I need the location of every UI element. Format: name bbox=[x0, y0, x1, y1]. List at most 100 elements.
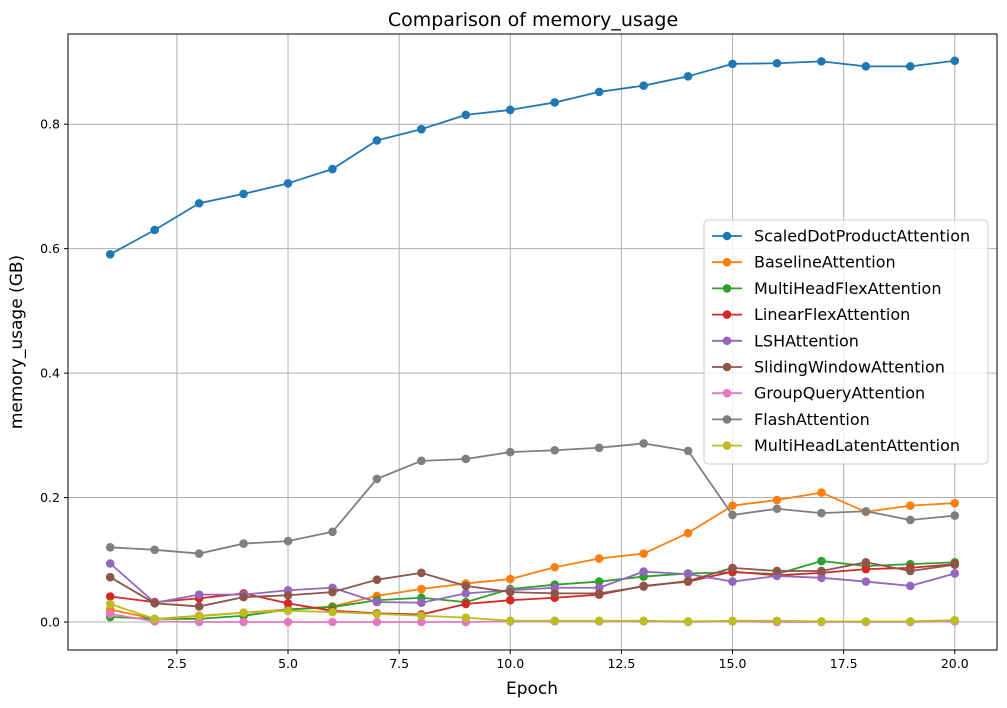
legend-label: LinearFlexAttention bbox=[754, 305, 910, 324]
data-point bbox=[950, 511, 960, 520]
data-point bbox=[239, 592, 248, 602]
data-point bbox=[950, 560, 960, 570]
data-point bbox=[417, 456, 426, 466]
series-line bbox=[110, 442, 955, 555]
data-point bbox=[906, 617, 915, 626]
chart-title: Comparison of memory_usage bbox=[388, 9, 678, 31]
legend-marker bbox=[722, 257, 732, 267]
data-point bbox=[950, 569, 960, 578]
data-point bbox=[817, 556, 826, 566]
data-point bbox=[105, 609, 115, 619]
legend-marker bbox=[722, 441, 732, 450]
legend: ScaledDotProductAttention BaselineAttenti… bbox=[703, 219, 989, 465]
legend-marker bbox=[722, 415, 732, 424]
data-point bbox=[194, 612, 204, 621]
data-point bbox=[105, 559, 115, 568]
data-point bbox=[372, 474, 382, 484]
legend-marker bbox=[722, 388, 732, 398]
data-point bbox=[683, 446, 693, 456]
data-point bbox=[239, 189, 248, 199]
data-point bbox=[728, 563, 737, 573]
data-point bbox=[417, 611, 426, 621]
data-point bbox=[817, 573, 826, 583]
x-tick-label: 2.5 bbox=[167, 656, 187, 671]
data-point bbox=[728, 59, 737, 69]
legend-item: GroupQueryAttention bbox=[712, 384, 925, 403]
data-point bbox=[417, 598, 426, 608]
legend-item: MultiHeadLatentAttention bbox=[712, 436, 960, 455]
series-line bbox=[109, 562, 956, 604]
data-point bbox=[417, 568, 426, 578]
data-point bbox=[861, 506, 871, 516]
data-point bbox=[861, 577, 871, 586]
series-line bbox=[109, 603, 955, 623]
data-point bbox=[861, 62, 871, 71]
data-point bbox=[550, 98, 560, 107]
data-point bbox=[550, 589, 560, 598]
data-point bbox=[505, 105, 515, 115]
legend-marker bbox=[722, 336, 732, 346]
data-point bbox=[328, 607, 337, 617]
data-point bbox=[683, 617, 693, 626]
y-axis-label: memory_usage (GB) bbox=[7, 255, 27, 429]
series-line bbox=[110, 563, 955, 616]
data-point bbox=[817, 508, 826, 518]
data-point bbox=[239, 617, 248, 627]
y-tick-label: 0.4 bbox=[40, 366, 60, 381]
data-point bbox=[461, 110, 471, 120]
data-point bbox=[906, 62, 915, 71]
data-point bbox=[906, 515, 915, 525]
series-group bbox=[105, 56, 960, 627]
data-point bbox=[505, 574, 515, 584]
data-point bbox=[639, 582, 648, 591]
data-point bbox=[728, 501, 737, 510]
data-point bbox=[817, 566, 826, 576]
data-point bbox=[372, 609, 382, 619]
data-point bbox=[950, 56, 960, 66]
data-point bbox=[461, 454, 471, 464]
data-point bbox=[194, 549, 204, 558]
data-point bbox=[372, 575, 382, 584]
legend-label: BaselineAttention bbox=[754, 253, 896, 272]
data-point bbox=[372, 136, 382, 145]
data-point bbox=[150, 599, 159, 608]
data-point bbox=[594, 554, 604, 563]
data-point bbox=[683, 569, 693, 579]
x-tick-label: 7.5 bbox=[389, 656, 409, 671]
data-point bbox=[461, 581, 471, 591]
series-line bbox=[109, 59, 955, 256]
data-point bbox=[594, 443, 604, 453]
data-point bbox=[906, 501, 915, 510]
x-tick-label: 15.0 bbox=[719, 656, 747, 671]
data-point bbox=[683, 72, 693, 81]
legend-box bbox=[703, 219, 989, 465]
data-point bbox=[817, 488, 826, 497]
data-point bbox=[328, 617, 337, 627]
data-point bbox=[283, 617, 293, 627]
data-point bbox=[505, 587, 515, 597]
data-point bbox=[950, 615, 960, 625]
data-point bbox=[639, 549, 648, 558]
data-point bbox=[639, 439, 648, 448]
legend-item: MultiHeadFlexAttention bbox=[712, 279, 941, 298]
data-point bbox=[105, 599, 115, 609]
data-point bbox=[639, 616, 648, 626]
data-point bbox=[505, 447, 515, 457]
legend-item: ScaledDotProductAttention bbox=[712, 227, 970, 246]
data-point bbox=[594, 87, 604, 97]
data-point bbox=[417, 584, 426, 594]
legend-item: FlashAttention bbox=[712, 410, 870, 429]
data-point bbox=[683, 528, 693, 538]
legend-marker bbox=[722, 310, 732, 319]
legend-item: SlidingWindowAttention bbox=[712, 358, 945, 377]
data-point bbox=[417, 617, 426, 627]
legend-label: MultiHeadFlexAttention bbox=[754, 279, 941, 298]
data-point bbox=[105, 572, 115, 582]
data-point bbox=[328, 164, 337, 174]
y-tick-label: 0.6 bbox=[40, 241, 60, 256]
data-point bbox=[639, 81, 648, 90]
data-point bbox=[283, 179, 293, 188]
legend-label: SlidingWindowAttention bbox=[754, 358, 945, 377]
data-point bbox=[861, 564, 871, 574]
